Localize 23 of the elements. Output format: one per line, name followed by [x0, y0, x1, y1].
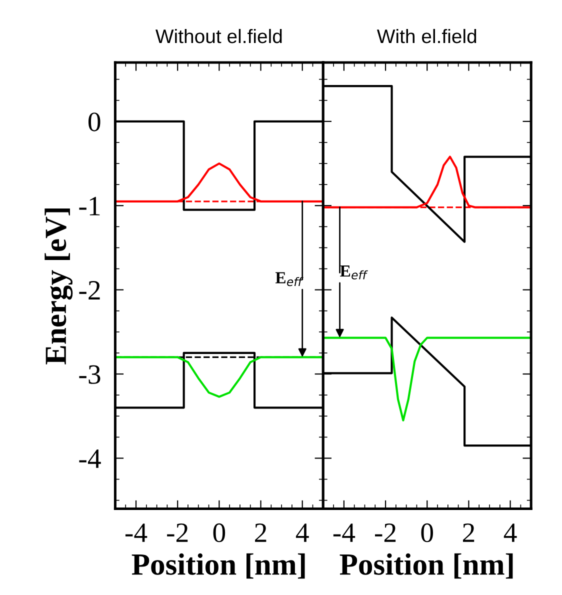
y-tick-label: -4	[79, 450, 101, 468]
x-tick-label: 0	[213, 523, 226, 542]
x-tick-label: -4	[333, 524, 356, 542]
y-axis-title: Energy [eV]	[44, 208, 73, 364]
x-tick-label: 0	[421, 523, 434, 542]
y-tick-label: -1	[79, 196, 100, 216]
y-tick-label: -3	[79, 365, 100, 384]
chart-title: With el.field	[376, 28, 476, 44]
y-tick-label: -2	[79, 281, 100, 300]
x-tick-label: 2	[462, 523, 474, 542]
y-tick-label: 0	[88, 112, 100, 132]
x-tick-label: -2	[374, 523, 396, 542]
annotation: E$_{eff}$	[340, 266, 368, 280]
chart-title: Without el.field	[156, 28, 282, 44]
line-series	[115, 356, 324, 398]
x-tick-label: 4	[296, 524, 309, 542]
x-tick-label: 4	[504, 524, 517, 542]
x-axis-title: Position [nm]	[132, 553, 305, 579]
annotation: E$_{eff}$	[275, 272, 304, 286]
x-axis-title: Position [nm]	[340, 553, 513, 579]
x-tick-label: -4	[125, 524, 148, 542]
x-tick-label: 2	[255, 523, 266, 542]
x-tick-label: -2	[167, 523, 188, 542]
